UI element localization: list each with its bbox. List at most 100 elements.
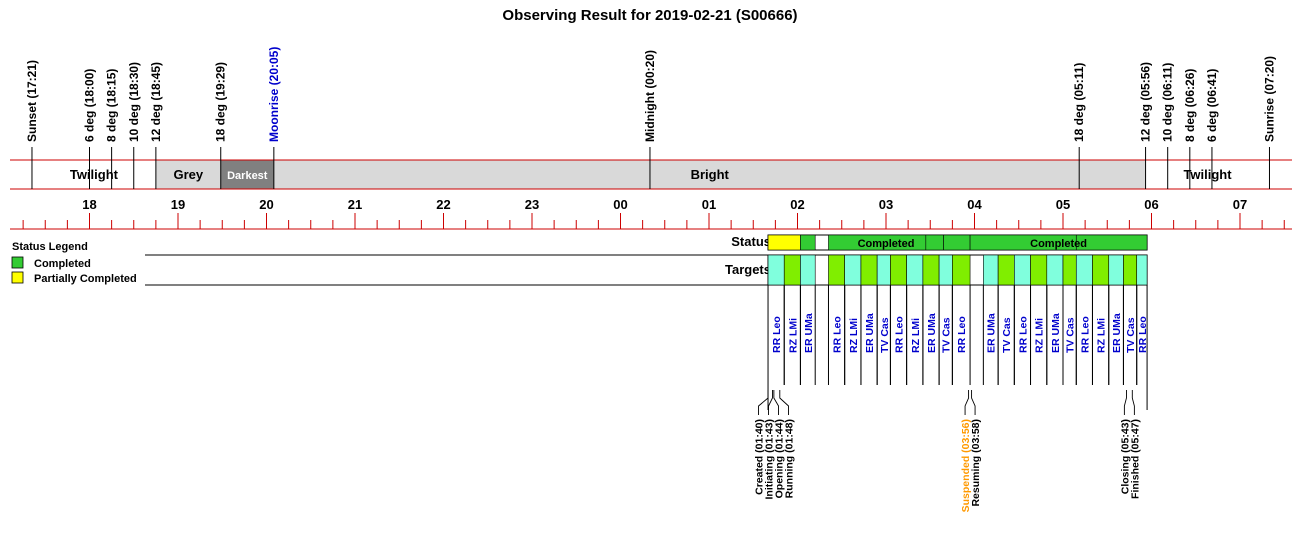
target-label-rr-leo-3: RR Leo <box>832 316 844 353</box>
targets-row-label: Targets <box>725 262 771 277</box>
status-segment-label-0: Completed <box>858 238 915 250</box>
status-segment-completed-4 <box>943 234 971 251</box>
sky-band-label-bright-3: Bright <box>691 167 730 182</box>
telescope-events: Created (01:40)Initiating (01:43)Opening… <box>754 390 1141 512</box>
target-segment-er-uma-16 <box>1046 254 1064 286</box>
target-segment-rr-leo-22 <box>1136 254 1148 286</box>
target-label-rz-lmi-8: RZ LMi <box>910 318 922 353</box>
target-segment-rr-leo-7 <box>890 254 907 286</box>
legend-label-completed: Completed <box>34 258 91 270</box>
telescope-event-leader-1 <box>768 390 773 415</box>
event-label-moonrise-20-05: Moonrise (20:05) <box>267 47 281 142</box>
axis-tick-label-00: 00 <box>613 197 627 212</box>
target-segments: RR Leo RZ LMi ER UMa RR Leo RZ LMi ER UMa TV C… <box>767 254 1149 410</box>
telescope-event-label-finished-05-47: Finished (05:47) <box>1129 419 1141 499</box>
target-label-er-uma-9: ER UMa <box>926 313 938 353</box>
target-segment-rz-lmi-15 <box>1030 254 1048 286</box>
telescope-event-leader-2 <box>773 390 779 415</box>
axis-tick-label-01: 01 <box>702 197 716 212</box>
event-label-12-deg-05-56: 12 deg (05:56) <box>1139 62 1153 142</box>
status-segment-completed-3 <box>925 234 944 251</box>
status-target-rows: Status Targets <box>145 234 776 286</box>
target-segment-tv-cas-10 <box>938 254 953 286</box>
axis-tick-label-23: 23 <box>525 197 539 212</box>
event-label-10-deg-06-11: 10 deg (06:11) <box>1161 63 1175 142</box>
target-label-er-uma-2: ER UMa <box>803 313 815 353</box>
telescope-event-label-closing-05-43: Closing (05:43) <box>1119 419 1131 494</box>
chart-title: Observing Result for 2019-02-21 (S00666) <box>502 7 797 24</box>
target-label-rz-lmi-4: RZ LMi <box>848 318 860 353</box>
legend-swatch-partial <box>11 271 24 284</box>
event-label-18-deg-19-29: 18 deg (19:29) <box>214 62 228 142</box>
target-segment-er-uma-5 <box>860 254 878 286</box>
telescope-event-label-running-01-48: Running (01:48) <box>784 419 796 498</box>
target-label-rr-leo-14: RR Leo <box>1017 316 1029 353</box>
status-legend: Status Legend Completed Partially Comple… <box>11 241 137 285</box>
target-segment-rz-lmi-8 <box>906 254 924 286</box>
event-label-sunset-17-21: Sunset (17:21) <box>25 60 39 142</box>
target-segment-rr-leo-14 <box>1014 254 1031 286</box>
target-label-tv-cas-6: TV Cas <box>879 317 891 353</box>
status-segments: Completed Completed <box>767 234 1148 251</box>
telescope-event-leader-5 <box>971 390 976 415</box>
sky-band-darkest-2 <box>220 160 274 189</box>
axis-tick-label-07: 07 <box>1233 197 1247 212</box>
target-segment-er-uma-9 <box>922 254 940 286</box>
sky-condition-bands: Twilight Grey Darkest Bright Twilight <box>10 159 1292 190</box>
legend-swatch-completed <box>11 256 24 269</box>
target-label-er-uma-20: ER UMa <box>1111 313 1123 353</box>
status-segment-completed-1 <box>800 234 816 251</box>
target-label-rz-lmi-15: RZ LMi <box>1034 318 1046 353</box>
axis-tick-label-20: 20 <box>259 197 273 212</box>
target-segment-rr-leo-18 <box>1075 254 1093 286</box>
sky-band-grey-1 <box>155 160 221 189</box>
event-label-6-deg-06-41: 6 deg (06:41) <box>1205 69 1219 142</box>
telescope-event-label-suspended-03-56: Suspended (03:56) <box>960 419 972 512</box>
target-segment-rz-lmi-4 <box>844 254 862 286</box>
event-label-18-deg-05-11: 18 deg (05:11) <box>1072 63 1086 142</box>
event-label-8-deg-06-26: 8 deg (06:26) <box>1183 69 1197 142</box>
target-label-rr-leo-18: RR Leo <box>1079 316 1091 353</box>
target-segment-rz-lmi-1 <box>783 254 801 286</box>
sky-band-bright-3 <box>273 160 1146 189</box>
target-label-tv-cas-21: TV Cas <box>1125 317 1137 353</box>
telescope-event-leader-4 <box>964 390 970 415</box>
status-segment-completed-6 <box>1075 234 1148 251</box>
sky-band-label-twilight-4: Twilight <box>1183 167 1232 182</box>
telescope-event-leader-7 <box>1131 390 1135 415</box>
target-label-rz-lmi-19: RZ LMi <box>1096 318 1108 353</box>
telescope-event-label-resuming-03-58: Resuming (03:58) <box>970 419 982 507</box>
astronomical-events: Sunset (17:21) 6 deg (18:00) 8 deg (18:15)… <box>25 47 1276 189</box>
axis-tick-label-18: 18 <box>82 197 96 212</box>
axis-tick-label-02: 02 <box>790 197 804 212</box>
sky-band-label-darkest-2: Darkest <box>227 170 268 182</box>
target-segment-er-uma-12 <box>983 254 999 286</box>
time-axis: 18 19 20 21 22 23 00 01 02 03 04 05 06 07 <box>10 197 1292 230</box>
axis-tick-label-22: 22 <box>436 197 450 212</box>
event-label-midnight-00-20: Midnight (00:20) <box>643 50 657 142</box>
target-label-rr-leo-22: RR Leo <box>1137 316 1149 353</box>
event-label-12-deg-18-45: 12 deg (18:45) <box>149 62 163 142</box>
telescope-event-label-opening-01-44: Opening (01:44) <box>774 419 786 498</box>
target-segment-tv-cas-21 <box>1123 254 1138 286</box>
target-segment-tv-cas-17 <box>1062 254 1077 286</box>
target-segment-tv-cas-6 <box>876 254 891 286</box>
legend-label-partial: Partially Completed <box>34 273 137 285</box>
target-segment-tv-cas-13 <box>997 254 1015 286</box>
target-label-rr-leo-0: RR Leo <box>771 316 783 353</box>
legend-title: Status Legend <box>12 241 88 253</box>
telescope-event-leader-0 <box>758 390 769 415</box>
event-label-10-deg-18-30: 10 deg (18:30) <box>127 62 141 142</box>
target-segment-rz-lmi-19 <box>1092 254 1110 286</box>
target-label-rr-leo-7: RR Leo <box>894 316 906 353</box>
telescope-event-leader-6 <box>1123 390 1127 415</box>
target-segment-rr-leo-11 <box>952 254 971 286</box>
axis-tick-label-03: 03 <box>879 197 893 212</box>
status-segment-partially-completed-0 <box>767 234 801 251</box>
target-segment-rr-leo-3 <box>828 254 845 286</box>
target-label-tv-cas-13: TV Cas <box>1001 317 1013 353</box>
sky-band-label-twilight-0: Twilight <box>70 167 119 182</box>
target-label-rr-leo-11: RR Leo <box>956 316 968 353</box>
status-segment-label-1: Completed <box>1030 238 1087 250</box>
